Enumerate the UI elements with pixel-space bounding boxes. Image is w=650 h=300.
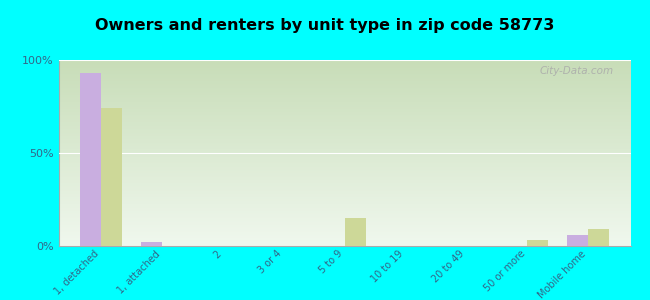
Bar: [344, 218, 366, 246]
Bar: [101, 108, 122, 246]
Text: City-Data.com: City-Data.com: [540, 66, 614, 76]
Bar: [527, 240, 549, 246]
Text: Owners and renters by unit type in zip code 58773: Owners and renters by unit type in zip c…: [96, 18, 554, 33]
Bar: [588, 229, 609, 246]
Bar: [140, 242, 162, 246]
Bar: [567, 235, 588, 246]
Bar: [80, 73, 101, 246]
